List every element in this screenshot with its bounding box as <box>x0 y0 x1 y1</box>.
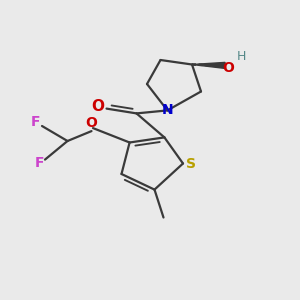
Text: H: H <box>237 50 246 63</box>
Text: F: F <box>34 156 44 170</box>
Text: O: O <box>85 116 98 130</box>
Text: O: O <box>91 99 104 114</box>
Polygon shape <box>192 62 225 68</box>
Text: F: F <box>31 116 40 129</box>
Text: O: O <box>222 61 234 75</box>
Text: N: N <box>162 103 174 117</box>
Text: S: S <box>186 157 197 170</box>
